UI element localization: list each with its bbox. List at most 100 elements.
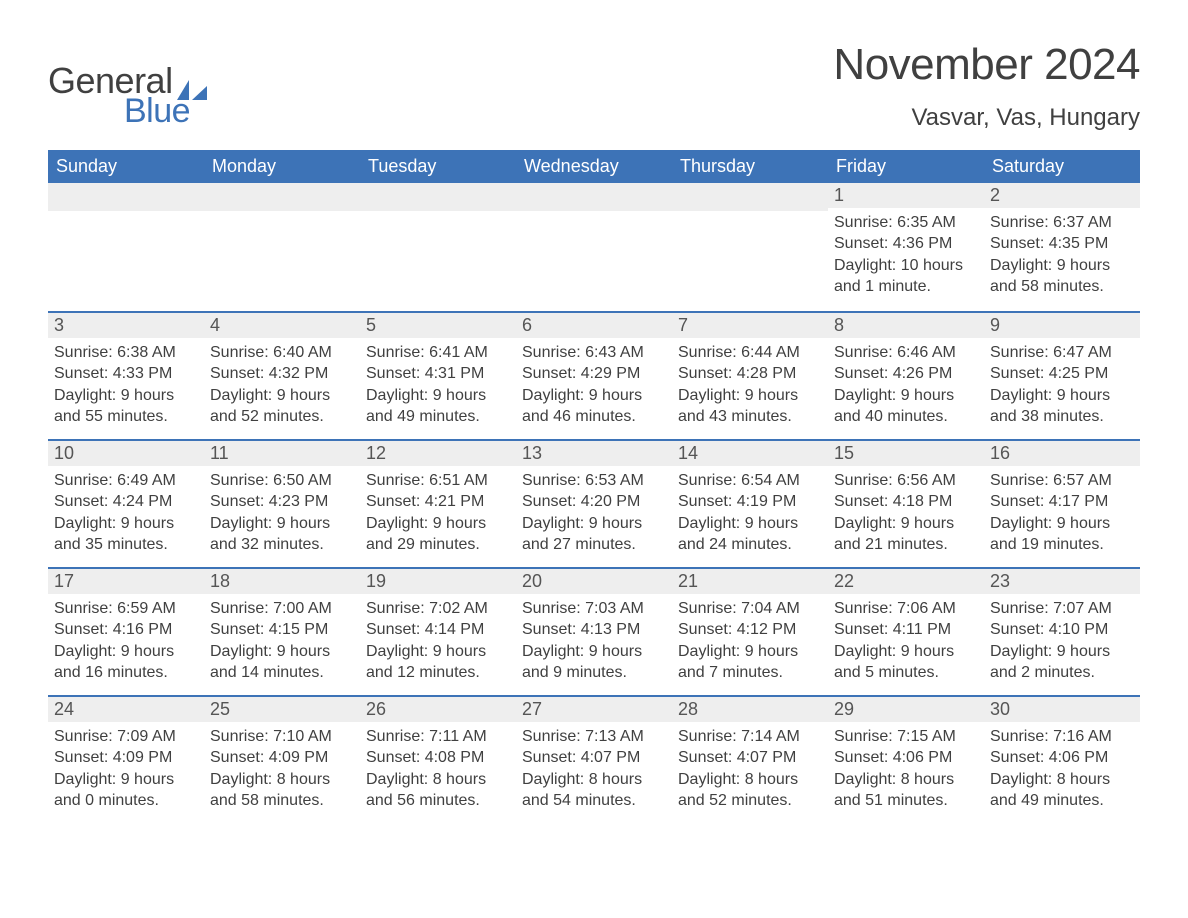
logo: General Blue [48,40,207,131]
daylight-text: Daylight: 8 hours and 54 minutes. [522,769,666,812]
day-number: 15 [828,439,984,466]
day-number: 16 [984,439,1140,466]
sunrise-text: Sunrise: 6:35 AM [834,212,978,233]
calendar-day-cell [204,183,360,311]
sunset-text: Sunset: 4:09 PM [210,747,354,768]
calendar-day-cell: 21Sunrise: 7:04 AMSunset: 4:12 PMDayligh… [672,567,828,695]
calendar-day-cell: 7Sunrise: 6:44 AMSunset: 4:28 PMDaylight… [672,311,828,439]
daylight-text: Daylight: 9 hours and 16 minutes. [54,641,198,684]
daylight-text: Daylight: 9 hours and 32 minutes. [210,513,354,556]
sunset-text: Sunset: 4:26 PM [834,363,978,384]
sunrise-text: Sunrise: 6:41 AM [366,342,510,363]
sunset-text: Sunset: 4:13 PM [522,619,666,640]
sunrise-text: Sunrise: 7:03 AM [522,598,666,619]
sunset-text: Sunset: 4:14 PM [366,619,510,640]
sunset-text: Sunset: 4:24 PM [54,491,198,512]
calendar-day-cell: 15Sunrise: 6:56 AMSunset: 4:18 PMDayligh… [828,439,984,567]
sunset-text: Sunset: 4:33 PM [54,363,198,384]
daylight-text: Daylight: 8 hours and 49 minutes. [990,769,1134,812]
calendar-day-cell: 17Sunrise: 6:59 AMSunset: 4:16 PMDayligh… [48,567,204,695]
calendar-day-cell: 20Sunrise: 7:03 AMSunset: 4:13 PMDayligh… [516,567,672,695]
day-details: Sunrise: 6:44 AMSunset: 4:28 PMDaylight:… [672,338,828,435]
sunset-text: Sunset: 4:31 PM [366,363,510,384]
calendar-day-cell: 5Sunrise: 6:41 AMSunset: 4:31 PMDaylight… [360,311,516,439]
sunset-text: Sunset: 4:18 PM [834,491,978,512]
sunrise-text: Sunrise: 7:14 AM [678,726,822,747]
day-details: Sunrise: 6:53 AMSunset: 4:20 PMDaylight:… [516,466,672,563]
location-subtitle: Vasvar, Vas, Hungary [833,104,1140,132]
day-details: Sunrise: 7:02 AMSunset: 4:14 PMDaylight:… [360,594,516,691]
sunset-text: Sunset: 4:06 PM [990,747,1134,768]
calendar-day-cell: 8Sunrise: 6:46 AMSunset: 4:26 PMDaylight… [828,311,984,439]
sunrise-text: Sunrise: 6:50 AM [210,470,354,491]
sunrise-text: Sunrise: 7:00 AM [210,598,354,619]
day-number: 3 [48,311,204,338]
calendar-week-row: 17Sunrise: 6:59 AMSunset: 4:16 PMDayligh… [48,567,1140,695]
weekday-header: Saturday [984,150,1140,183]
weekday-header: Monday [204,150,360,183]
calendar-body: 1Sunrise: 6:35 AMSunset: 4:36 PMDaylight… [48,183,1140,823]
calendar-table: SundayMondayTuesdayWednesdayThursdayFrid… [48,150,1140,823]
sunset-text: Sunset: 4:28 PM [678,363,822,384]
calendar-week-row: 1Sunrise: 6:35 AMSunset: 4:36 PMDaylight… [48,183,1140,311]
sunrise-text: Sunrise: 7:07 AM [990,598,1134,619]
sunrise-text: Sunrise: 6:47 AM [990,342,1134,363]
calendar-day-cell: 2Sunrise: 6:37 AMSunset: 4:35 PMDaylight… [984,183,1140,311]
sunrise-text: Sunrise: 7:13 AM [522,726,666,747]
sunset-text: Sunset: 4:35 PM [990,233,1134,254]
weekday-header: Tuesday [360,150,516,183]
day-number: 12 [360,439,516,466]
sunset-text: Sunset: 4:36 PM [834,233,978,254]
day-details: Sunrise: 6:38 AMSunset: 4:33 PMDaylight:… [48,338,204,435]
day-details: Sunrise: 7:10 AMSunset: 4:09 PMDaylight:… [204,722,360,819]
sunset-text: Sunset: 4:17 PM [990,491,1134,512]
daylight-text: Daylight: 8 hours and 52 minutes. [678,769,822,812]
day-number: 8 [828,311,984,338]
day-details: Sunrise: 6:51 AMSunset: 4:21 PMDaylight:… [360,466,516,563]
calendar-day-cell: 25Sunrise: 7:10 AMSunset: 4:09 PMDayligh… [204,695,360,823]
calendar-day-cell: 12Sunrise: 6:51 AMSunset: 4:21 PMDayligh… [360,439,516,567]
month-title: November 2024 [833,40,1140,90]
day-number: 10 [48,439,204,466]
day-number: 23 [984,567,1140,594]
daylight-text: Daylight: 9 hours and 12 minutes. [366,641,510,684]
weekday-header: Wednesday [516,150,672,183]
day-details: Sunrise: 7:13 AMSunset: 4:07 PMDaylight:… [516,722,672,819]
day-details: Sunrise: 7:06 AMSunset: 4:11 PMDaylight:… [828,594,984,691]
sunset-text: Sunset: 4:07 PM [522,747,666,768]
calendar-day-cell: 3Sunrise: 6:38 AMSunset: 4:33 PMDaylight… [48,311,204,439]
day-number: 9 [984,311,1140,338]
day-details: Sunrise: 6:49 AMSunset: 4:24 PMDaylight:… [48,466,204,563]
sunrise-text: Sunrise: 7:04 AM [678,598,822,619]
daylight-text: Daylight: 9 hours and 2 minutes. [990,641,1134,684]
calendar-day-cell: 19Sunrise: 7:02 AMSunset: 4:14 PMDayligh… [360,567,516,695]
sunrise-text: Sunrise: 7:15 AM [834,726,978,747]
sunrise-text: Sunrise: 6:40 AM [210,342,354,363]
day-number: 11 [204,439,360,466]
daylight-text: Daylight: 9 hours and 29 minutes. [366,513,510,556]
day-details: Sunrise: 6:59 AMSunset: 4:16 PMDaylight:… [48,594,204,691]
calendar-day-cell: 10Sunrise: 6:49 AMSunset: 4:24 PMDayligh… [48,439,204,567]
daylight-text: Daylight: 9 hours and 43 minutes. [678,385,822,428]
sunrise-text: Sunrise: 6:59 AM [54,598,198,619]
day-number: 30 [984,695,1140,722]
sunrise-text: Sunrise: 7:10 AM [210,726,354,747]
day-number: 2 [984,183,1140,208]
day-details: Sunrise: 7:00 AMSunset: 4:15 PMDaylight:… [204,594,360,691]
day-number: 14 [672,439,828,466]
day-number: 28 [672,695,828,722]
calendar-day-cell: 28Sunrise: 7:14 AMSunset: 4:07 PMDayligh… [672,695,828,823]
calendar-day-cell [672,183,828,311]
day-number: 29 [828,695,984,722]
calendar-header-row: SundayMondayTuesdayWednesdayThursdayFrid… [48,150,1140,183]
calendar-day-cell: 9Sunrise: 6:47 AMSunset: 4:25 PMDaylight… [984,311,1140,439]
day-details: Sunrise: 6:57 AMSunset: 4:17 PMDaylight:… [984,466,1140,563]
day-details: Sunrise: 6:40 AMSunset: 4:32 PMDaylight:… [204,338,360,435]
day-details: Sunrise: 6:46 AMSunset: 4:26 PMDaylight:… [828,338,984,435]
daylight-text: Daylight: 9 hours and 5 minutes. [834,641,978,684]
daylight-text: Daylight: 9 hours and 58 minutes. [990,255,1134,298]
sunrise-text: Sunrise: 6:43 AM [522,342,666,363]
calendar-day-cell: 30Sunrise: 7:16 AMSunset: 4:06 PMDayligh… [984,695,1140,823]
day-number: 7 [672,311,828,338]
sunset-text: Sunset: 4:16 PM [54,619,198,640]
